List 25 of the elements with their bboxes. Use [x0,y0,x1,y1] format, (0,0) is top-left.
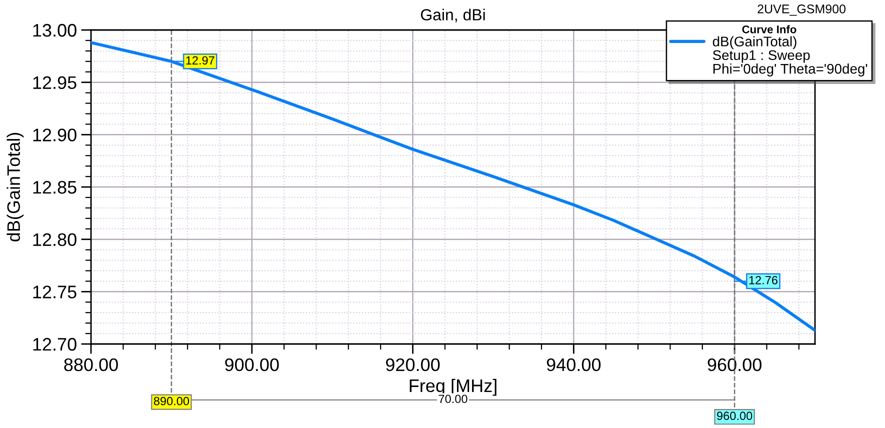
x-tick-label: 940.00 [546,358,601,372]
x-tick-label: 920.00 [386,358,440,372]
annotation: Phi='0deg' Theta='90deg' [713,64,868,76]
y-tick-label: 12.70 [33,338,76,351]
y-tick-label: 12.75 [33,286,76,298]
legend-label: dB(GainTotal) [712,36,796,50]
annotation: Setup1 : Sweep [712,50,810,63]
x-tick-label: 960.00 [708,358,762,372]
ref-line-label: 890.00 [154,396,190,406]
text: 2UVE_GSM900 [758,4,846,16]
text: 70.00 [438,394,468,404]
x-tick-label: 900.00 [225,358,279,372]
y-axis-title: dB(GainTotal) [6,132,24,242]
ref-line-label: 960.00 [717,412,752,420]
x-axis-title: Freq [MHz] [410,378,496,396]
chart-title: Gain, dBi [420,8,485,22]
annotation: 12.97 [186,56,214,65]
y-tick-label: 12.95 [33,76,76,90]
legend-title: Curve Info [742,25,796,34]
y-tick-label: 13.00 [33,24,76,37]
y-tick-label: 12.90 [33,128,76,142]
x-tick-label: 880.00 [64,358,118,372]
annotation: 12.76 [749,276,778,284]
y-tick-label: 12.85 [33,180,76,194]
y-tick-label: 12.80 [33,233,76,246]
